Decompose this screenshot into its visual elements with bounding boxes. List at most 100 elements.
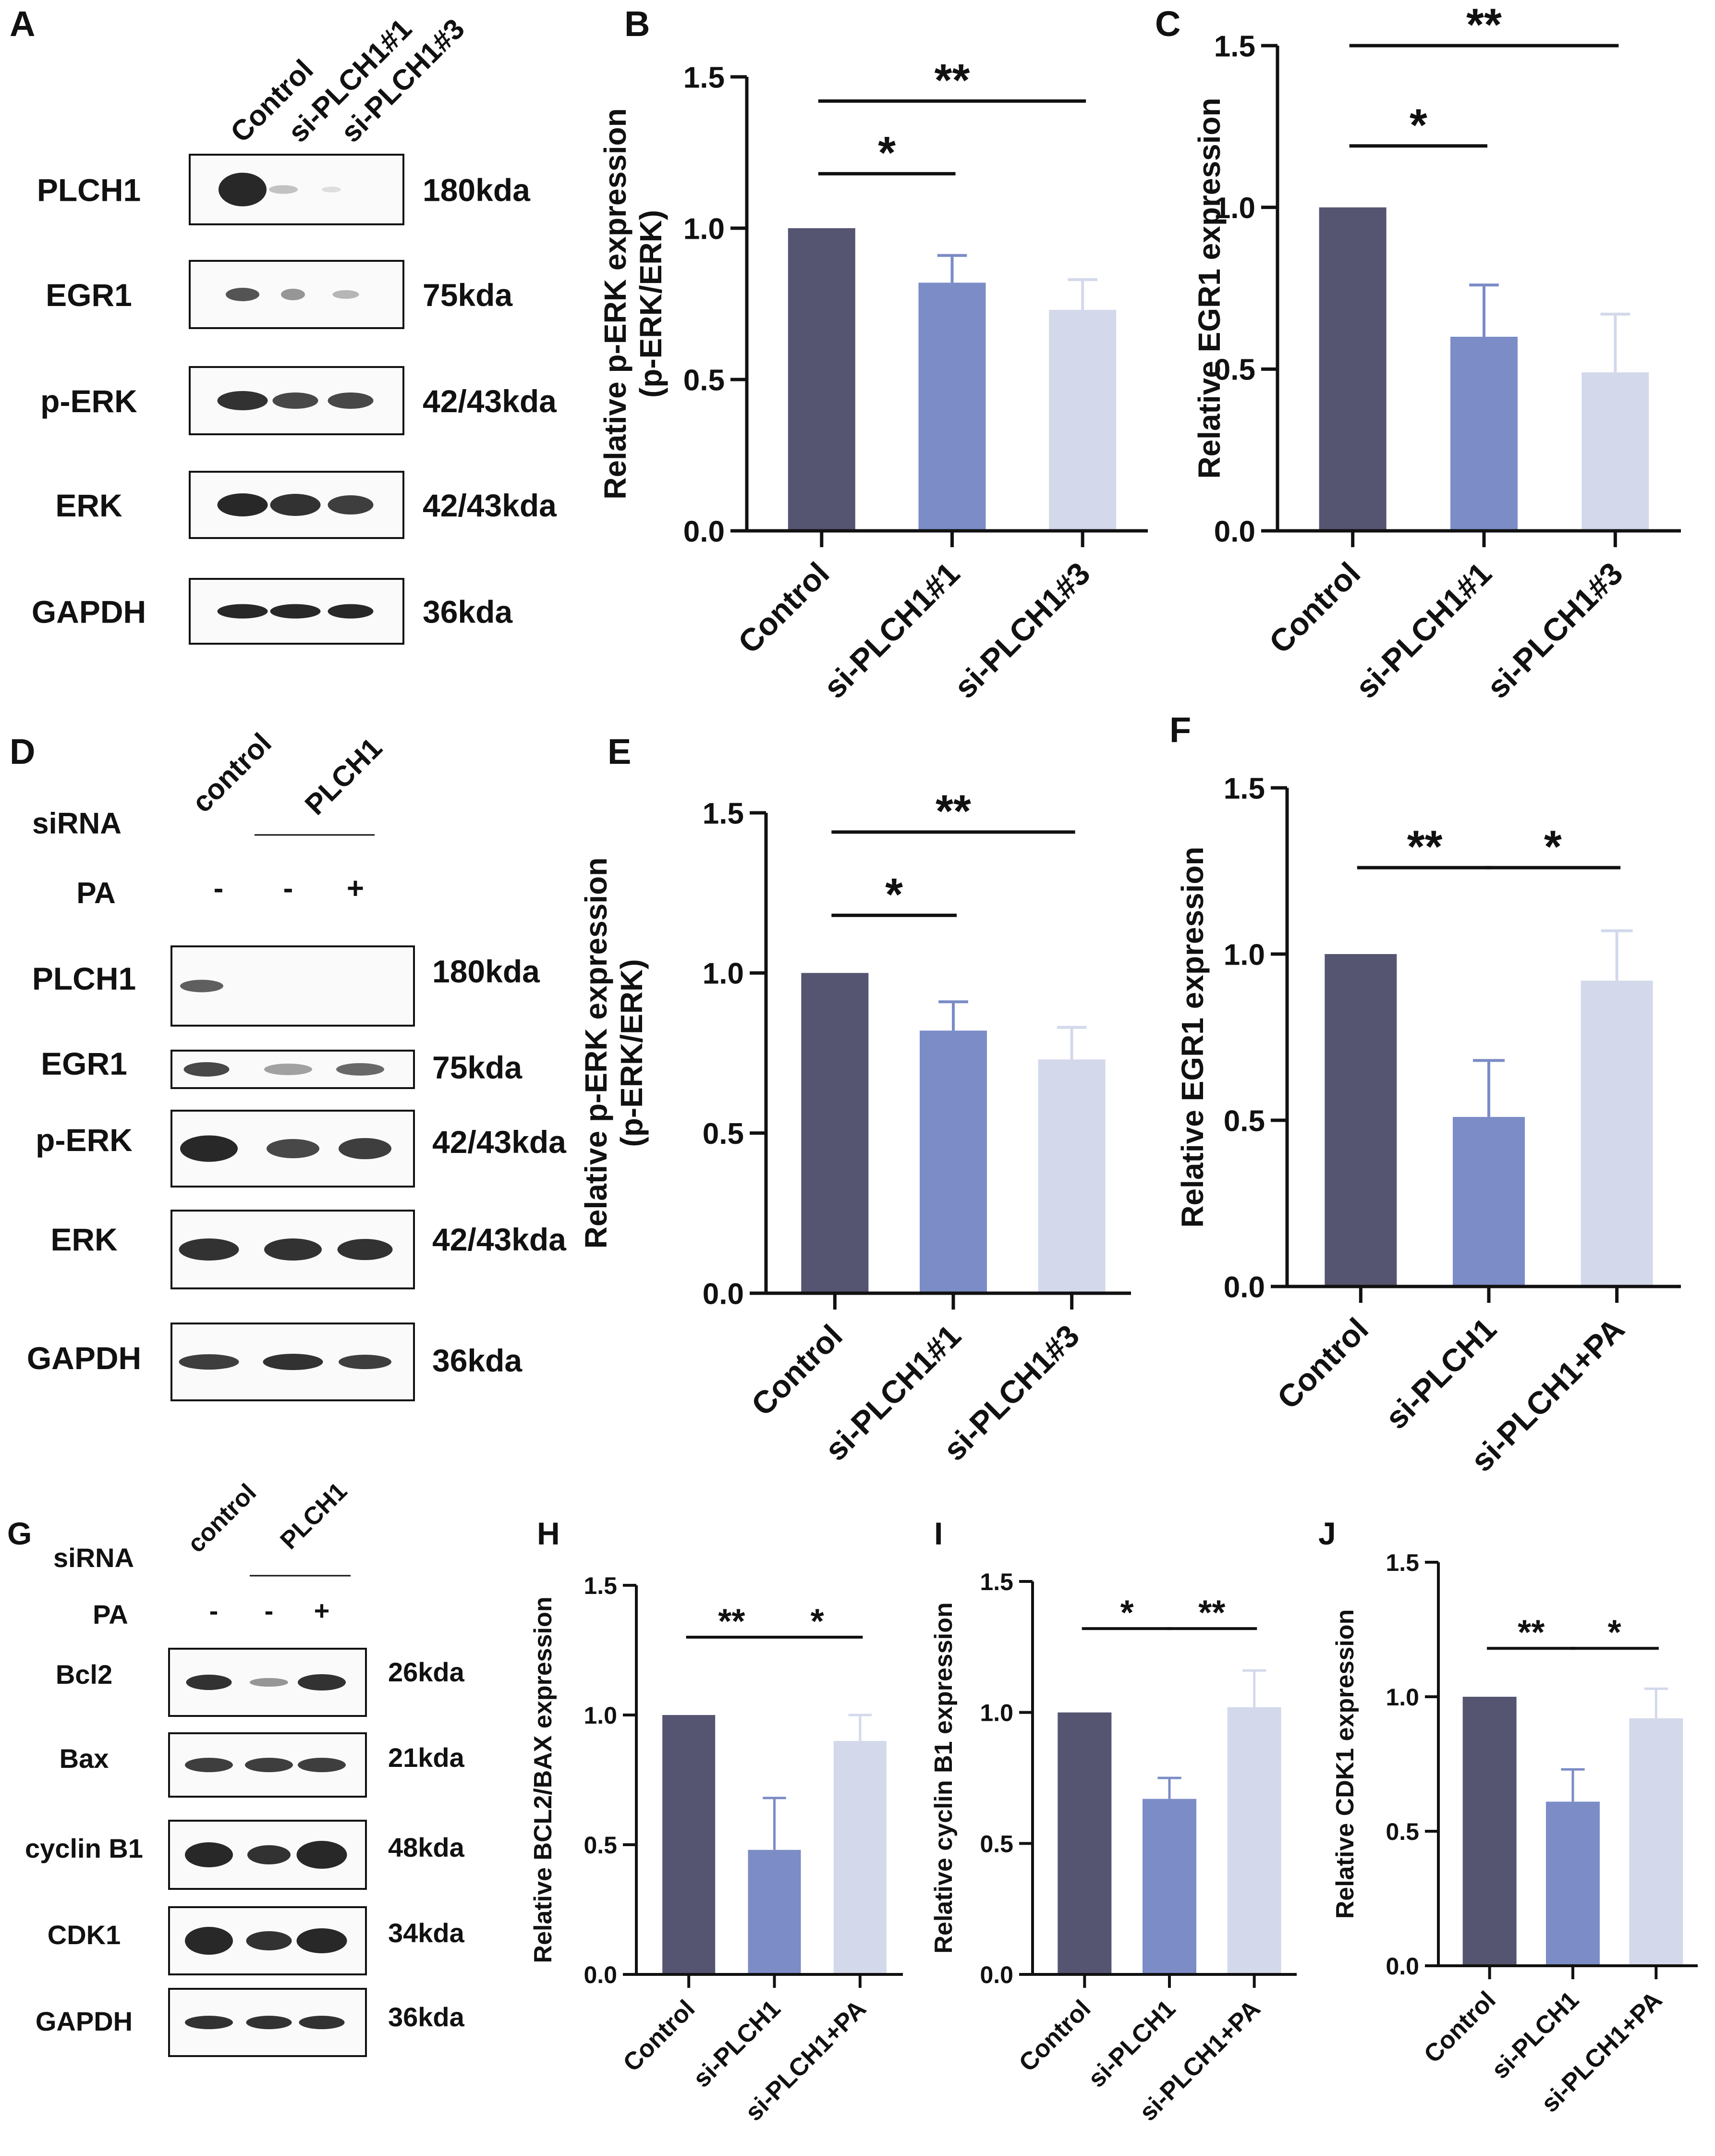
protein-label: GAPDH (32, 594, 146, 630)
protein-label: GAPDH (36, 2006, 133, 2036)
significance-label: * (885, 869, 903, 920)
x-tick-label: Control (1419, 1986, 1501, 2069)
blot-band (180, 980, 223, 992)
pa-sign: - (265, 1595, 274, 1626)
y-axis-label: (p-ERK/ERK) (633, 210, 668, 398)
protein-label: Bax (60, 1743, 109, 1774)
blot-band (250, 1678, 288, 1687)
significance-label: ** (1466, 0, 1502, 50)
significance-label: * (811, 1602, 824, 1641)
protein-label: Bcl2 (56, 1659, 112, 1690)
bar (1581, 980, 1653, 1286)
siRNA-label: siRNA (53, 1543, 134, 1573)
y-tick-label: 1.5 (703, 797, 744, 830)
y-tick-label: 0.5 (584, 1832, 617, 1859)
significance-label: ** (718, 1602, 745, 1641)
size-label: 42/43kda (423, 488, 557, 523)
size-label: 42/43kda (432, 1124, 567, 1160)
bar (1319, 207, 1387, 531)
size-label: 48kda (388, 1832, 465, 1862)
y-tick-label: 1.0 (683, 212, 725, 245)
blot-band (185, 1927, 233, 1955)
y-tick-label: 0.0 (980, 1961, 1013, 1988)
blot-band (185, 1758, 233, 1772)
bar (1546, 1801, 1600, 1966)
bar (788, 228, 855, 531)
panel-letter: D (10, 732, 35, 772)
bar (662, 1715, 716, 1974)
protein-label: ERK (55, 488, 122, 523)
panel-letter: F (1169, 710, 1191, 750)
blot-band (322, 186, 341, 193)
bar (1462, 1697, 1517, 1966)
protein-label: PLCH1 (37, 172, 141, 208)
y-tick-label: 1.5 (683, 61, 725, 94)
x-tick-label: si-PLCH1#3 (947, 555, 1097, 705)
chart-b: B 0.0 0.5 1.0 1.5 Controlsi-PLCH1#1si-PLCH1#3… (598, 4, 1148, 705)
y-axis-label: Relative CDK1 expression (1331, 1609, 1359, 1919)
size-label: 34kda (388, 1918, 465, 1948)
blot-band (336, 1063, 384, 1076)
y-tick-label: 0.5 (1214, 354, 1255, 387)
x-tick-label: Control (731, 555, 836, 660)
blot-band (217, 391, 268, 410)
bar (918, 282, 986, 531)
y-axis-label: Relative p-ERK expression (579, 858, 613, 1249)
x-tick-label: Control (1262, 555, 1367, 660)
x-tick-label: Control (618, 1995, 701, 2077)
x-tick-label: si-PLCH1#1 (1349, 555, 1498, 705)
bar (801, 973, 869, 1293)
blot-band (298, 1674, 346, 1690)
blot-band (245, 1758, 293, 1772)
y-tick-label: 0.0 (703, 1277, 744, 1311)
blot-band (246, 2016, 292, 2029)
protein-label: ERK (50, 1222, 118, 1257)
blot-band (281, 289, 305, 300)
bar (1143, 1799, 1196, 1974)
bar (1581, 372, 1649, 531)
lane-label: PLCH1 (275, 1477, 353, 1555)
y-tick-label: 1.0 (1386, 1684, 1419, 1711)
blot-band (247, 1845, 291, 1864)
size-label: 36kda (432, 1343, 523, 1378)
x-tick-label: Control (1270, 1311, 1375, 1416)
pa-sign: - (283, 872, 293, 905)
y-tick-label: 1.5 (1214, 30, 1255, 63)
bar (1629, 1718, 1683, 1966)
y-tick-label: 0.0 (683, 515, 725, 548)
bar (1325, 954, 1397, 1286)
size-label: 180kda (423, 172, 531, 208)
blot-band (185, 2016, 233, 2029)
y-tick-label: 1.5 (980, 1568, 1013, 1595)
bar (748, 1850, 801, 1974)
panel-letter: C (1155, 4, 1180, 44)
blot-band (328, 392, 374, 409)
y-axis-label: Relative p-ERK expression (598, 108, 632, 500)
chart-h: H0.00.51.01.5Controlsi-PLCH1si-PLCH1+PAR… (529, 1516, 903, 2127)
blot-band (332, 290, 359, 299)
blot-band (269, 185, 298, 194)
size-label: 75kda (423, 277, 513, 313)
blot-band (296, 1841, 347, 1869)
bar (1058, 1712, 1112, 1974)
y-axis-label: Relative EGR1 expression (1175, 846, 1210, 1227)
y-tick-label: 0.5 (1224, 1104, 1265, 1138)
blot-band (270, 604, 321, 619)
bar (1038, 1059, 1106, 1293)
y-tick-label: 1.0 (1214, 192, 1255, 225)
blot-band (185, 1842, 233, 1867)
panel-letter: H (537, 1516, 560, 1551)
panel-letter: A (10, 4, 35, 44)
x-tick-label: Control (1014, 1995, 1096, 2077)
blot-band (337, 1239, 393, 1260)
blot-band (264, 1238, 322, 1261)
blot-band (298, 1758, 346, 1772)
x-tick-label: Control (744, 1318, 849, 1422)
panel-letter: I (934, 1516, 943, 1551)
blot-band (299, 2016, 345, 2029)
y-axis-label: (p-ERK/ERK) (614, 959, 649, 1147)
siRNA-label: siRNA (32, 807, 122, 840)
pa-sign: - (209, 1595, 219, 1626)
chart-i: I0.00.51.01.5Controlsi-PLCH1si-PLCH1+PAR… (930, 1516, 1297, 2127)
